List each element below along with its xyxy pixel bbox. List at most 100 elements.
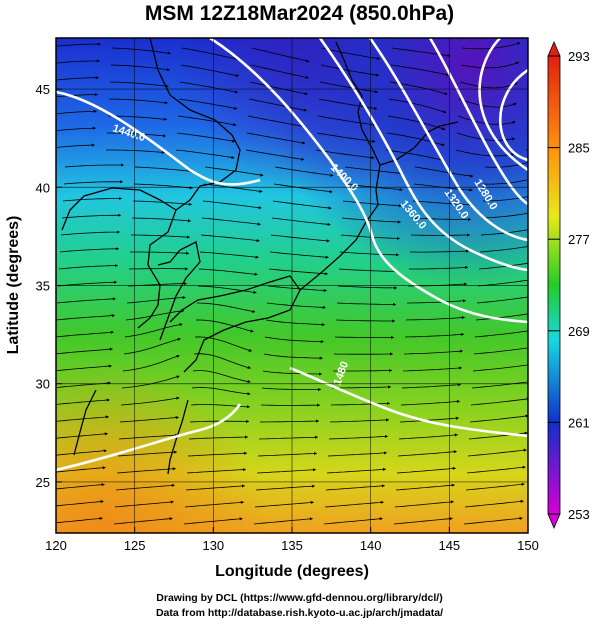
streamline [472,364,528,372]
streamline [178,98,238,110]
streamline [538,448,596,456]
streamline [536,483,594,490]
streamline [261,387,322,392]
streamline [270,234,330,243]
streamline [177,115,237,127]
streamline [201,217,261,226]
streamline [176,132,236,143]
streamline [60,230,121,236]
streamline [272,200,332,210]
streamline [390,64,450,77]
streamline [316,132,376,143]
streamline [256,468,317,474]
streamline [315,149,375,160]
streamline [56,297,116,304]
streamline [324,500,384,508]
streamline [132,200,193,206]
streamline [409,265,469,270]
streamline [317,115,377,127]
streamline [339,251,400,257]
streamline [329,418,390,423]
streamline [484,162,528,168]
colorbar-tick-label: 261 [568,415,590,430]
streamline [196,302,256,313]
streamline [193,353,251,369]
streamline [111,47,171,55]
streamline [459,81,518,89]
y-tick-label: 40 [36,180,50,195]
streamline [470,397,528,406]
streamline [482,196,528,202]
x-tick-label: 140 [360,538,382,553]
streamline [479,246,528,253]
streamline [412,200,473,207]
streamline [327,451,388,457]
streamline [58,263,119,270]
streamline [405,316,466,321]
streamline [334,335,395,340]
streamline [333,368,393,373]
streamline [271,217,331,226]
streamline [455,149,515,157]
streamline [407,299,467,304]
streamline [341,217,401,224]
streamline [388,98,447,114]
streamline [56,59,100,64]
streamline [483,179,528,185]
streamline [266,302,326,309]
streamline [260,419,320,423]
streamline [532,27,587,48]
streamline [115,483,175,491]
streamline [466,465,526,474]
streamline [342,200,402,208]
streamline [113,517,173,525]
streamline [181,47,240,61]
streamline [467,448,527,457]
streamline [108,115,168,121]
streamline [476,296,528,304]
streamline [340,234,401,241]
grid-lines [56,38,528,533]
x-tick-label: 145 [438,538,460,553]
streamline [180,64,240,78]
streamline [120,396,180,406]
y-tick-label: 35 [36,279,50,294]
streamline [396,466,456,474]
streamline [56,398,110,405]
streamline [335,319,396,323]
x-tick-label: 120 [45,538,67,553]
streamline [56,466,106,473]
streamline [64,163,125,168]
streamline [197,285,257,294]
streamline [56,330,114,338]
streamline [179,81,239,94]
streamline [480,229,528,236]
streamline [332,385,392,389]
streamline [118,433,179,440]
streamline [131,217,192,223]
streamline [471,380,528,389]
streamline [397,450,457,457]
streamline [125,309,185,321]
streamline [338,268,399,273]
streamline [273,183,333,194]
streamline [395,483,455,491]
streamline [185,484,246,491]
streamline [385,149,445,162]
streamline [198,268,258,276]
streamline [264,336,324,344]
colorbar-tick-label: 269 [568,324,590,339]
streamline [269,251,329,259]
streamline [326,467,387,474]
streamline [247,115,307,129]
streamline [250,64,309,79]
streamline [56,516,103,524]
streamline [131,234,191,239]
y-axis-label: Latitude (degrees) [5,216,22,355]
streamline [399,416,460,423]
streamline [186,468,247,474]
colorbar-tick-label: 253 [568,507,590,522]
map-title: MSM 12Z18Mar2024 (850.0hPa) [144,2,455,25]
streamline [122,354,180,372]
streamline [123,337,181,355]
